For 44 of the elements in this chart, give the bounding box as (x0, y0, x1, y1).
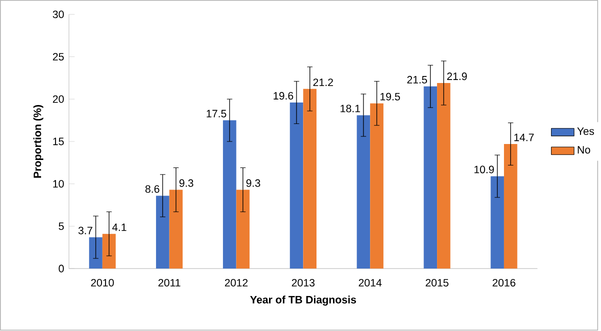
x-tick-label: 2016 (492, 279, 516, 287)
data-label: 9.3 (246, 180, 260, 188)
data-label: 21.2 (313, 78, 333, 86)
x-tick-label: 2014 (358, 279, 382, 287)
legend-label: No (578, 146, 590, 154)
data-label: 14.7 (514, 134, 534, 142)
bar (490, 176, 504, 269)
bar (156, 196, 170, 269)
x-tick-label: 2013 (292, 279, 315, 287)
data-label: 4.1 (112, 224, 126, 232)
bar (303, 89, 317, 269)
y-tick-label: 10 (53, 180, 64, 188)
y-tick-label: 5 (58, 222, 64, 230)
bar (169, 190, 183, 269)
x-tick-label: 2015 (426, 279, 448, 287)
y-axis-title: Proportion (%) (33, 105, 44, 178)
bar (290, 102, 304, 269)
y-tick-label: 25 (52, 53, 64, 61)
data-label: 18.1 (340, 104, 360, 113)
bar (504, 144, 518, 269)
data-label: 3.7 (78, 226, 92, 235)
x-tick-label: 2011 (158, 279, 180, 287)
data-label: 10.9 (474, 166, 494, 174)
data-label: 21.9 (447, 72, 467, 80)
bar (370, 104, 384, 269)
y-tick-label: 15 (53, 138, 64, 146)
bar (222, 120, 236, 269)
y-tick-label: 0 (58, 265, 64, 273)
x-tick-label: 2010 (91, 279, 114, 287)
data-label: 19.6 (274, 92, 294, 100)
bar (236, 190, 250, 269)
y-tick-label: 30 (52, 10, 64, 18)
data-label: 8.6 (145, 185, 160, 194)
x-tick-label: 2012 (224, 279, 248, 287)
bar (424, 86, 438, 269)
bar (356, 115, 370, 269)
legend-label: Yes (577, 128, 594, 136)
data-label: 21.5 (407, 76, 428, 84)
y-tick-label: 20 (52, 96, 64, 104)
data-label: 9.3 (179, 180, 194, 188)
x-axis-title: Year of TB Diagnosis (250, 296, 356, 306)
data-label: 19.5 (380, 93, 400, 101)
data-label: 17.5 (206, 110, 226, 118)
bar (437, 83, 450, 269)
